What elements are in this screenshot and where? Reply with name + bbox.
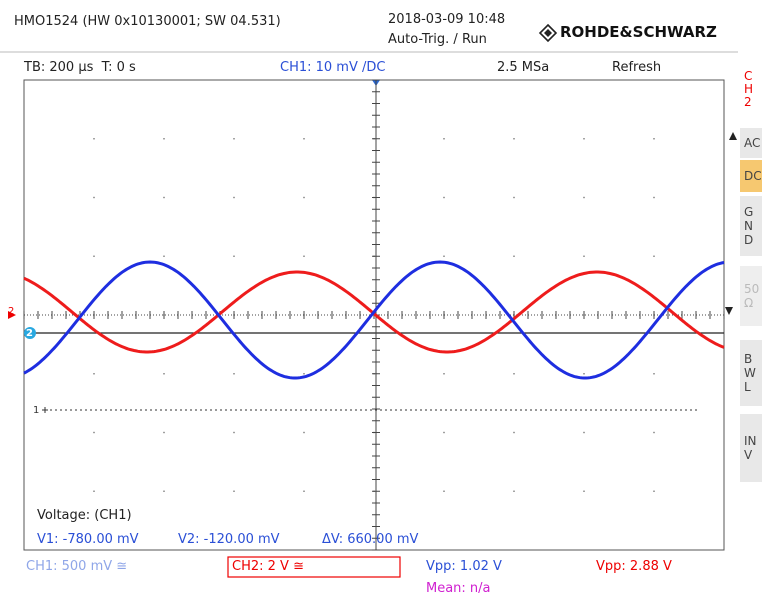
scroll-up	[729, 132, 737, 140]
grid-dot	[513, 196, 515, 199]
grid-dot	[163, 431, 165, 434]
grid-dot	[163, 490, 165, 492]
timebase: TB: 200 µs T: 0 s	[24, 60, 136, 75]
grid-dot	[653, 255, 655, 257]
ch2-offset-arrow	[8, 311, 16, 319]
grid-dot	[443, 255, 445, 257]
cursor-v1: V1: -780.00 mV	[37, 532, 139, 547]
side-button[interactable]: BWL	[740, 340, 762, 406]
grid-dot	[303, 490, 305, 492]
grid-dot	[513, 373, 515, 375]
grid-dot	[233, 138, 235, 140]
grid-dot	[303, 373, 305, 375]
side-menu-channel: CH2	[744, 69, 754, 109]
vpp-ch1: Vpp: 1.02 V	[426, 559, 502, 574]
ch2-active-box	[227, 556, 401, 578]
grid-dot	[233, 431, 235, 434]
grid-dot	[653, 138, 655, 140]
grid-dot	[653, 196, 655, 199]
grid-dot	[303, 431, 305, 434]
grid-dot	[93, 431, 95, 434]
ch2-marker-circle	[24, 327, 36, 339]
acquire-mode: Refresh	[612, 60, 662, 75]
device-info: HMO1524 (HW 0x10130001; SW 04.531)	[14, 14, 281, 29]
grid-dot	[583, 431, 585, 434]
ch2-offset-label: 2	[8, 306, 15, 317]
ch1-waveform	[23, 260, 725, 380]
cursor-delta: ΔV: 660.00 mV	[322, 532, 419, 547]
vpp-ch2: Vpp: 2.88 V	[596, 559, 672, 574]
mean: Mean: n/a	[426, 581, 491, 596]
ch2-marker-label: 2	[26, 328, 33, 339]
grid-dot	[93, 490, 95, 492]
grid-dot	[513, 490, 515, 492]
grid-dot	[303, 196, 305, 199]
grid-dot	[93, 255, 95, 257]
ch2-footer[interactable]: CH2: 2 V ≅	[232, 559, 304, 574]
grid-dot	[233, 490, 235, 492]
measure-title: Voltage: (CH1)	[37, 508, 132, 523]
channel-setting: CH1: 10 mV /DC	[280, 60, 386, 75]
grid-dot	[443, 138, 445, 140]
ch1-marker-label: 1	[33, 405, 40, 416]
cursor-v2: V2: -120.00 mV	[178, 532, 280, 547]
grid-dot	[583, 490, 585, 492]
sample-rate: 2.5 MSa	[497, 60, 550, 75]
grid-dot	[163, 373, 165, 375]
grid-dot	[513, 255, 515, 257]
grid-dot	[163, 138, 165, 140]
datetime: 2018-03-09 10:48	[388, 12, 506, 27]
grid-dot	[93, 138, 95, 140]
grid-dot	[163, 255, 165, 257]
grid-dot	[583, 138, 585, 140]
grid-dot	[233, 255, 235, 257]
side-button[interactable]: DC	[740, 160, 762, 192]
grid-dot	[233, 196, 235, 199]
brand-logo	[538, 23, 558, 43]
grid-dot	[653, 490, 655, 492]
grid-dot	[233, 373, 235, 375]
grid-dot	[443, 373, 445, 375]
grid-dot	[303, 138, 305, 140]
grid-dot	[443, 196, 445, 199]
trigger-status: Auto-Trig. / Run	[388, 32, 487, 47]
grid-dot	[653, 373, 655, 375]
grid-dot	[583, 196, 585, 199]
brand: ROHDE&SCHWARZ	[560, 23, 717, 41]
grid-dot	[163, 196, 165, 199]
grid-dot	[443, 490, 445, 492]
grid-dot	[303, 255, 305, 257]
grid-dot	[93, 196, 95, 199]
grid-dot	[93, 373, 95, 375]
grid-dot	[653, 431, 655, 434]
side-button[interactable]: 50Ω	[740, 266, 762, 326]
grid-dot	[513, 431, 515, 434]
ch1-footer: CH1: 500 mV ≅	[26, 559, 128, 574]
scroll-down	[725, 307, 733, 315]
side-button[interactable]: AC	[740, 128, 762, 158]
side-button[interactable]: INV	[740, 414, 762, 482]
grid-dot	[583, 373, 585, 375]
grid-dot	[583, 255, 585, 257]
grid-dot	[513, 138, 515, 140]
side-button[interactable]: GND	[740, 196, 762, 256]
grid-dot	[443, 431, 445, 434]
